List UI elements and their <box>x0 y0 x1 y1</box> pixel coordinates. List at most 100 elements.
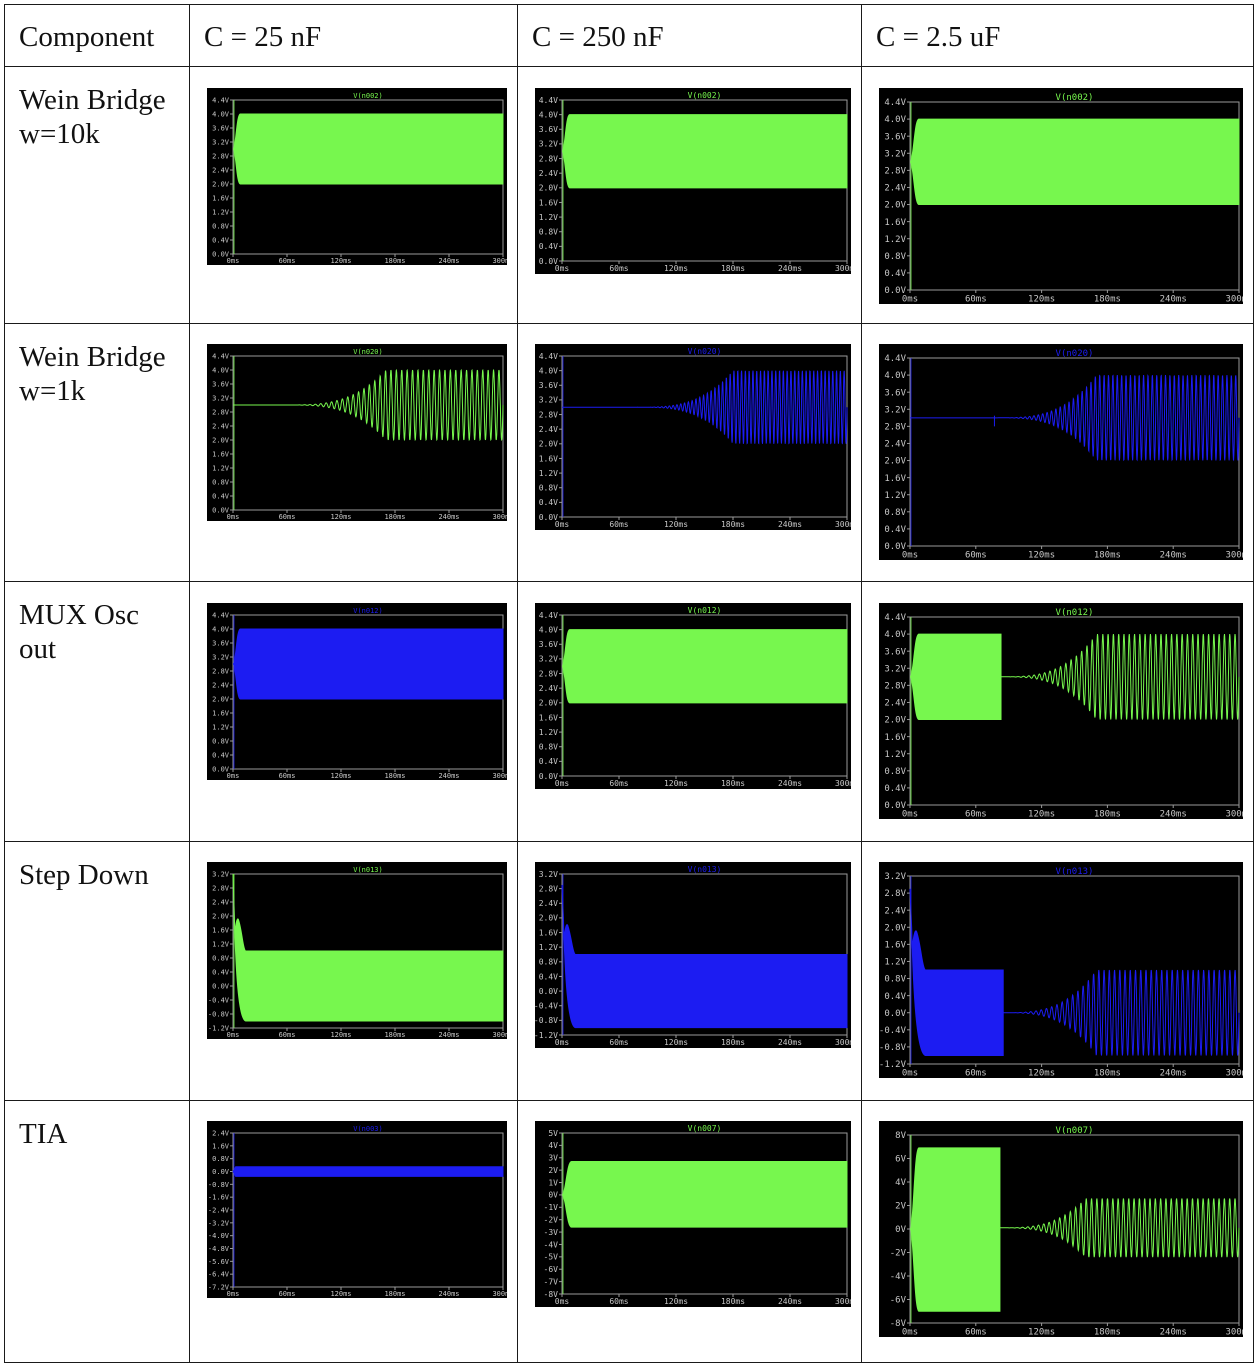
y-tick-label: 0.0V <box>212 765 230 773</box>
plot-frame <box>909 616 1240 806</box>
x-tick-label: 120ms <box>664 1038 688 1047</box>
x-tick-label: 300ms <box>1225 809 1243 819</box>
y-tick-label: -3V <box>544 1228 559 1237</box>
y-tick-label: 0.0V <box>212 1168 230 1176</box>
x-tick-label: 180ms <box>1094 1327 1121 1337</box>
y-tick-label: 4.0V <box>212 366 230 374</box>
y-tick-label: 4V <box>548 1141 558 1150</box>
x-tick-label: 240ms <box>438 1031 459 1039</box>
y-tick-label: -0.4V <box>879 1026 907 1036</box>
y-tick-label: 2.8V <box>212 884 230 892</box>
y-tick-label: -4.0V <box>208 1232 230 1240</box>
waveform-line <box>997 374 1240 462</box>
plot-title: V(n013) <box>1056 867 1094 877</box>
y-tick-label: 0.0V <box>212 250 230 258</box>
x-tick-label: 60ms <box>279 513 296 521</box>
plot-title: V(n020) <box>1056 349 1094 359</box>
row-label-mux: MUX Osc out <box>4 581 190 842</box>
y-tick-label: 0.4V <box>212 968 230 976</box>
x-tick-label: 0ms <box>227 257 240 265</box>
x-tick-label: 60ms <box>609 1297 628 1306</box>
y-tick-label: 2.8V <box>884 167 906 177</box>
waveform-fill <box>909 888 1004 1056</box>
y-tick-label: 1.6V <box>539 713 558 722</box>
x-tick-label: 240ms <box>1160 550 1187 560</box>
plot-title: V(n020) <box>353 348 383 356</box>
y-tick-label: 2.0V <box>884 457 906 467</box>
waveform-plot: V(n013) -1.2V -0.8V -0.4V 0.0V 0.4V 0.8V 1.2V 1.… <box>879 862 1243 1078</box>
waveform-fill <box>561 884 848 1029</box>
x-tick-label: 60ms <box>279 1290 296 1298</box>
y-tick-label: 3.2V <box>884 149 906 159</box>
waveform-fill <box>561 629 848 704</box>
y-tick-label: 2.8V <box>539 669 558 678</box>
x-tick-label: 180ms <box>721 1038 745 1047</box>
waveform-plot: V(n020) 0.0V 0.4V 0.8V 1.2V 1.6V 2.0V 2.4V 2.8V 3… <box>879 344 1243 560</box>
y-tick-label: 3.6V <box>212 639 230 647</box>
x-tick-label: 60ms <box>279 1031 296 1039</box>
y-tick-label: 4.4V <box>884 613 906 623</box>
row-label-step-down: Step Down <box>4 841 190 1101</box>
y-tick-label: 4.0V <box>884 630 906 640</box>
x-tick-label: 0ms <box>555 779 570 788</box>
x-tick-label: 240ms <box>778 264 802 273</box>
y-tick-label: 4.4V <box>884 354 906 364</box>
waveform-fill <box>232 628 504 700</box>
y-tick-label: 0.0V <box>884 542 906 552</box>
x-tick-label: 180ms <box>721 264 745 273</box>
header-component: Component <box>4 4 190 67</box>
x-tick-label: 0ms <box>227 513 240 521</box>
waveform-line <box>998 1198 1240 1258</box>
y-tick-label: 3.2V <box>539 870 558 879</box>
y-tick-label: 2.8V <box>884 889 906 899</box>
y-tick-label: 2.4V <box>539 899 558 908</box>
y-tick-label: 1.2V <box>539 213 558 222</box>
y-tick-label: 0.8V <box>539 958 558 967</box>
y-tick-label: -5.6V <box>208 1258 230 1266</box>
y-tick-label: 1.2V <box>539 469 558 478</box>
waveform-fill <box>909 118 1240 206</box>
y-tick-label: 2.0V <box>539 440 558 449</box>
x-tick-label: 0ms <box>227 772 240 780</box>
waveform-svg: V(n007) -8V -7V -6V -5V -4V -3V -2V -1V 0V 1V 2V 3V 4… <box>544 1124 851 1306</box>
y-tick-label: 0.4V <box>539 757 558 766</box>
y-tick-label: 1.2V <box>884 750 906 760</box>
y-tick-label: 0.8V <box>539 743 558 752</box>
x-tick-label: 60ms <box>609 1038 628 1047</box>
y-tick-label: 4.4V <box>884 98 906 108</box>
y-tick-label: 2.8V <box>539 884 558 893</box>
x-tick-label: 240ms <box>778 1038 802 1047</box>
y-tick-label: 1.6V <box>884 474 906 484</box>
y-tick-label: 0.4V <box>539 242 558 251</box>
waveform-line <box>287 368 504 442</box>
y-tick-label: 4.0V <box>539 625 558 634</box>
x-tick-label: 60ms <box>965 809 987 819</box>
y-tick-label: 0.4V <box>539 498 558 507</box>
plot-title: V(n007) <box>1056 1126 1094 1136</box>
y-tick-label: 3.6V <box>212 124 230 132</box>
x-tick-label: 120ms <box>1028 1327 1055 1337</box>
x-tick-label: 240ms <box>438 1290 459 1298</box>
y-tick-label: 0.4V <box>212 236 230 244</box>
x-tick-label: 240ms <box>778 1297 802 1306</box>
y-tick-label: 3.2V <box>212 653 230 661</box>
y-tick-label: 2.0V <box>539 699 558 708</box>
x-tick-label: 60ms <box>965 1068 987 1078</box>
waveform-plot: V(n012) 0.0V 0.4V 0.8V 1.2V 1.6V 2.0V 2.4V 2.8V 3… <box>535 603 851 789</box>
waveform-plot: V(n012) 0.0V 0.4V 0.8V 1.2V 1.6V 2.0V 2.4V 2.8V 3… <box>207 603 507 780</box>
y-tick-label: 3.6V <box>539 125 558 134</box>
y-tick-label: -1.6V <box>208 1194 230 1202</box>
waveform-svg: V(n002) 0.0V 0.4V 0.8V 1.2V 1.6V 2.0V 2.4V 2.8V 3… <box>212 92 507 265</box>
y-tick-label: 1.2V <box>539 728 558 737</box>
x-tick-label: 60ms <box>965 1327 987 1337</box>
y-tick-label: -0.8V <box>208 1010 230 1018</box>
y-tick-label: -7.2V <box>208 1283 230 1291</box>
y-tick-label: 0.8V <box>884 252 906 262</box>
waveform-plot: V(n002) 0.0V 0.4V 0.8V 1.2V 1.6V 2.0V 2.4V 2.8V 3… <box>879 88 1243 304</box>
y-tick-label: 3.6V <box>539 381 558 390</box>
y-tick-label: 3.6V <box>884 388 906 398</box>
y-tick-label: 2.4V <box>884 440 906 450</box>
y-tick-label: 1.6V <box>539 454 558 463</box>
row-label-tia: TIA <box>4 1100 190 1363</box>
y-tick-label: 4.4V <box>212 611 230 619</box>
